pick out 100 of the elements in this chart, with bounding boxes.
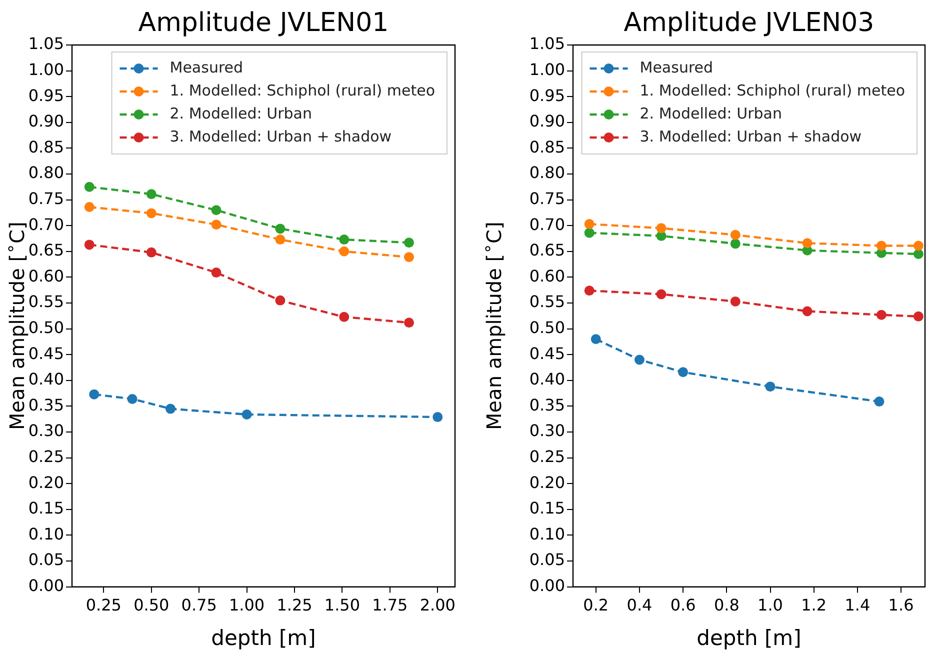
y-tick-label: 1.05	[28, 34, 64, 54]
y-tick-label: 0.20	[28, 472, 64, 492]
point	[730, 230, 740, 240]
y-tick-label: 1.00	[28, 60, 64, 79]
x-tick-label: 0.8	[714, 596, 740, 615]
y-tick-label: 0.45	[529, 344, 565, 363]
point	[275, 295, 286, 306]
point	[913, 240, 924, 251]
point	[874, 396, 884, 407]
legend-label: Measured	[640, 58, 714, 76]
y-tick-label: 0.70	[529, 214, 565, 234]
y-tick-label: 0.55	[529, 292, 565, 312]
x-tick-label: 0.4	[626, 596, 652, 615]
point	[656, 289, 666, 300]
legend-label: 3. Modelled: Urban + shadow	[170, 127, 392, 146]
x-tick-label: 1.50	[324, 596, 360, 615]
point	[802, 306, 812, 316]
y-tick-label: 0.70	[28, 214, 64, 234]
legend-label: 3. Modelled: Urban + shadow	[640, 127, 862, 146]
y-tick-label: 0.60	[28, 266, 64, 286]
point	[876, 240, 886, 251]
y-tick-label: 0.25	[529, 446, 565, 466]
x-tick-label: 1.75	[372, 596, 408, 615]
legend-label: 1. Modelled: Schiphol (rural) meteo	[640, 81, 906, 100]
y-tick-label: 0.75	[529, 188, 565, 208]
y-tick-label: 0.40	[28, 370, 64, 389]
y-tick-label: 0.55	[28, 292, 64, 312]
chart-title: Amplitude JVLEN01	[137, 8, 390, 38]
y-tick-label: 0.10	[529, 524, 565, 544]
point	[765, 382, 776, 392]
point	[404, 252, 414, 262]
point	[913, 248, 924, 259]
point	[242, 409, 252, 420]
x-tick-label: 1.6	[888, 596, 914, 615]
y-tick-label: 0.35	[529, 395, 565, 414]
point	[146, 189, 156, 200]
point	[89, 389, 100, 400]
y-tick-label: 0.75	[28, 188, 64, 208]
y-tick-label: 0.10	[28, 524, 64, 544]
point	[84, 182, 94, 192]
point	[211, 205, 222, 216]
y-tick-label: 0.15	[529, 498, 565, 518]
chart-title: Amplitude JVLEN03	[622, 8, 876, 38]
y-tick-label: 0.80	[529, 163, 565, 182]
x-tick-label: 0.50	[134, 596, 170, 615]
point	[802, 238, 812, 248]
point	[678, 367, 688, 378]
legend-label: 1. Modelled: Schiphol (rural) meteo	[170, 81, 436, 100]
y-tick-label: 0.95	[28, 86, 64, 105]
y-tick-label: 0.25	[28, 446, 64, 466]
point	[913, 311, 924, 322]
point	[211, 220, 222, 230]
y-tick-label: 0.05	[529, 550, 565, 570]
y-tick-label: 0.50	[28, 318, 64, 337]
point	[275, 234, 286, 245]
point	[211, 268, 222, 278]
y-tick-label: 0.40	[529, 370, 565, 389]
point	[584, 219, 594, 230]
y-tick-label: 0.85	[28, 137, 64, 156]
point	[165, 404, 176, 414]
point	[590, 334, 601, 344]
y-tick-label: 0.50	[529, 318, 565, 337]
x-tick-label: 2.00	[420, 596, 456, 615]
x-axis-title: depth [m]	[696, 626, 802, 650]
point	[584, 286, 594, 296]
x-tick-label: 0.2	[583, 596, 609, 615]
x-tick-label: 1.25	[276, 596, 312, 615]
point	[876, 310, 886, 320]
point	[634, 354, 644, 365]
point	[339, 312, 350, 322]
y-tick-label: 0.15	[28, 498, 64, 518]
y-tick-label: 1.00	[529, 60, 565, 79]
x-tick-label: 1.0	[758, 596, 783, 615]
point	[146, 247, 156, 258]
y-tick-label: 0.65	[529, 240, 565, 260]
legend-label: 2. Modelled: Urban	[640, 104, 782, 122]
legend-label: 2. Modelled: Urban	[170, 104, 312, 122]
x-tick-label: 0.6	[670, 596, 696, 615]
x-tick-label: 1.4	[844, 596, 870, 615]
y-tick-label: 0.80	[28, 163, 64, 182]
y-tick-label: 1.05	[529, 34, 565, 54]
legend-label: Measured	[170, 58, 244, 76]
point	[127, 394, 138, 404]
x-tick-label: 0.25	[86, 596, 122, 615]
y-tick-label: 0.95	[529, 86, 565, 105]
y-tick-label: 0.00	[529, 576, 565, 595]
point	[730, 296, 740, 306]
y-tick-label: 0.00	[28, 576, 64, 595]
y-tick-label: 0.05	[28, 550, 64, 570]
point	[339, 246, 350, 256]
y-tick-label: 0.45	[28, 344, 64, 363]
x-tick-label: 1.00	[228, 596, 265, 615]
x-axis-title: depth [m]	[210, 626, 317, 650]
y-tick-label: 0.20	[529, 472, 565, 492]
y-tick-label: 0.85	[529, 137, 565, 156]
point	[404, 238, 414, 248]
y-tick-label: 0.35	[28, 395, 64, 414]
y-tick-label: 0.30	[529, 421, 565, 440]
point	[339, 234, 350, 245]
y-tick-label: 0.60	[529, 266, 565, 286]
